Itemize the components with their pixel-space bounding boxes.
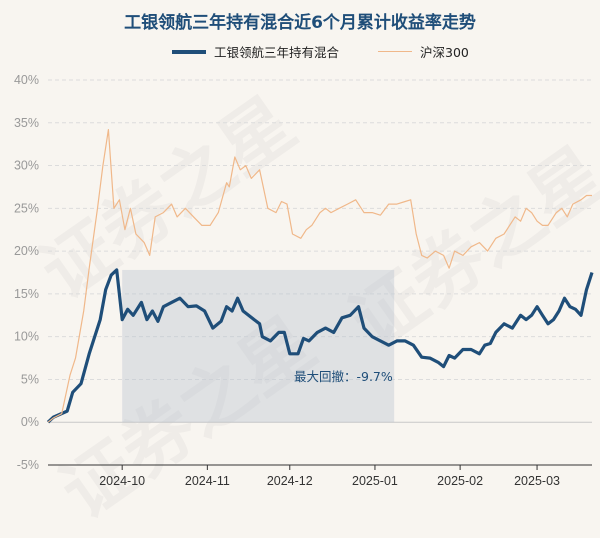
y-tick-label: 35% bbox=[14, 116, 39, 130]
chart: 证券之星 证券之星 证券之星 -5% 0% 5% 10% 15% 20% 25% 30% 35%… bbox=[0, 13, 600, 488]
y-tick-label: 15% bbox=[14, 287, 39, 301]
legend: 工银领航三年持有混合 沪深300 bbox=[0, 42, 600, 64]
drawdown-shade bbox=[122, 269, 395, 423]
y-tick-label: 40% bbox=[14, 73, 39, 87]
legend-label-index: 沪深300 bbox=[420, 45, 469, 60]
x-tick-label: 2024-10 bbox=[99, 474, 145, 488]
plot-area: -5% 0% 5% 10% 15% 20% 25% 30% 35% 40% 最大回撤：-9.7% 20… bbox=[14, 73, 594, 488]
legend-swatch-index bbox=[378, 51, 412, 52]
x-tick-label: 2024-11 bbox=[185, 474, 230, 488]
y-tick-label: 25% bbox=[14, 201, 39, 215]
legend-item-index[interactable]: 沪深300 bbox=[378, 42, 469, 61]
y-tick-label: 10% bbox=[14, 330, 39, 344]
x-tick-label: 2025-03 bbox=[514, 474, 560, 488]
legend-swatch-fund bbox=[172, 49, 206, 54]
x-tick-label: 2025-02 bbox=[437, 474, 483, 488]
legend-item-fund[interactable]: 工银领航三年持有混合 bbox=[172, 42, 339, 61]
legend-label-fund: 工银领航三年持有混合 bbox=[214, 45, 340, 60]
x-tick-label: 2025-01 bbox=[352, 474, 398, 488]
x-tick-label: 2024-12 bbox=[267, 474, 313, 488]
y-tick-label: 5% bbox=[21, 372, 39, 386]
series-line-fund bbox=[46, 268, 594, 424]
y-tick-label: 0% bbox=[21, 415, 39, 429]
drawdown-label: 最大回撤：-9.7% bbox=[294, 369, 393, 384]
y-tick-label: 20% bbox=[14, 244, 39, 258]
chart-title: 工银领航三年持有混合近6个月累计收益率走势 bbox=[124, 13, 476, 33]
series-line-index bbox=[47, 129, 592, 423]
y-tick-label: 30% bbox=[14, 159, 39, 173]
y-tick-label: -5% bbox=[17, 458, 39, 472]
